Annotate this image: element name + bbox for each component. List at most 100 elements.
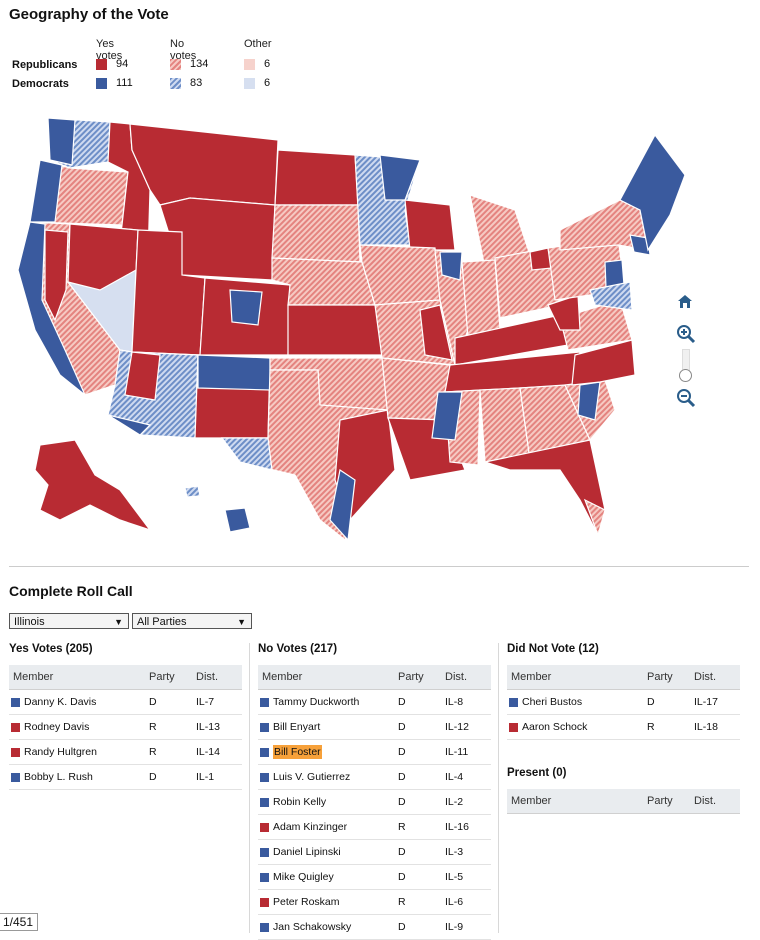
district-tx-houston[interactable]	[329, 469, 356, 542]
legend-dem-yes-count: 111	[116, 77, 133, 89]
district-ny-city[interactable]	[629, 234, 651, 256]
district-nv-north[interactable]	[67, 223, 139, 291]
table-row[interactable]: Rodney Davis R IL-13	[9, 715, 242, 740]
state-alaska[interactable]	[34, 439, 152, 532]
legend-dem-yes-swatch	[96, 78, 107, 89]
state-wisconsin[interactable]	[404, 199, 456, 251]
table-row[interactable]: Jan Schakowsky D IL-9	[258, 915, 491, 940]
col-dist: Dist.	[694, 795, 716, 807]
member-name[interactable]: Bobby L. Rush	[24, 771, 93, 783]
table-row[interactable]: Luis V. Gutierrez D IL-4	[258, 765, 491, 790]
state-new-england[interactable]	[619, 133, 686, 252]
member-district: IL-17	[694, 696, 718, 708]
rollcall-title: Complete Roll Call	[9, 583, 133, 599]
district-wa-west[interactable]	[47, 117, 76, 166]
district-co-denver[interactable]	[229, 289, 263, 326]
legend-other-header: Other	[244, 38, 272, 50]
member-name[interactable]: Mike Quigley	[273, 871, 334, 883]
district-mn-north[interactable]	[379, 154, 421, 201]
zoom-in-button[interactable]	[676, 324, 696, 349]
col-party: Party	[149, 671, 175, 683]
member-name[interactable]: Rodney Davis	[24, 721, 90, 733]
table-row[interactable]: Adam Kinzinger R IL-16	[258, 815, 491, 840]
member-district: IL-14	[196, 746, 220, 758]
member-name[interactable]: Aaron Schock	[522, 721, 588, 733]
member-name[interactable]: Adam Kinzinger	[273, 821, 348, 833]
district-mo-east[interactable]	[419, 304, 453, 361]
member-name[interactable]: Cheri Bustos	[522, 696, 583, 708]
member-name[interactable]: Bill Foster	[273, 745, 322, 759]
member-name[interactable]: Luis V. Gutierrez	[273, 771, 351, 783]
table-row[interactable]: Bill Enyart D IL-12	[258, 715, 491, 740]
state-montana[interactable]	[129, 123, 279, 206]
party-swatch	[260, 848, 269, 857]
member-name[interactable]: Peter Roskam	[273, 896, 340, 908]
table-row[interactable]: Daniel Lipinski D IL-3	[258, 840, 491, 865]
section-divider	[9, 566, 749, 567]
legend-dem-no-count: 83	[190, 77, 203, 89]
table-row[interactable]: Danny K. Davis D IL-7	[9, 690, 242, 715]
state-south-dakota[interactable]	[271, 204, 361, 263]
district-az-south[interactable]	[107, 414, 152, 436]
table-row[interactable]: Bill Foster D IL-11	[258, 740, 491, 765]
district-il-chicago[interactable]	[439, 251, 463, 281]
legend-republicans-label: Republicans	[12, 59, 78, 71]
table-row[interactable]: Bobby L. Rush D IL-1	[9, 765, 242, 790]
district-ms-delta[interactable]	[431, 391, 463, 441]
district-az-north[interactable]	[124, 351, 161, 401]
table-row[interactable]: Randy Hultgren R IL-14	[9, 740, 242, 765]
table-row[interactable]: Peter Roskam R IL-6	[258, 890, 491, 915]
state-hawaii-east[interactable]	[224, 507, 251, 533]
state-north-dakota[interactable]	[274, 149, 359, 206]
member-party: D	[398, 921, 406, 933]
party-swatch	[260, 698, 269, 707]
member-name[interactable]: Randy Hultgren	[24, 746, 97, 758]
state-north-carolina[interactable]	[571, 339, 636, 386]
dnv-table-header: Member Party Dist.	[507, 665, 740, 690]
table-row[interactable]: Cheri Bustos D IL-17	[507, 690, 740, 715]
district-or-west[interactable]	[29, 159, 63, 223]
map-home-button[interactable]	[676, 293, 694, 314]
member-district: IL-7	[196, 696, 215, 708]
member-party: R	[398, 821, 406, 833]
yes-votes-panel: Yes Votes (205) Member Party Dist. Danny…	[9, 643, 242, 790]
district-ca-coast[interactable]	[17, 221, 86, 396]
zoom-out-button[interactable]	[676, 388, 696, 413]
us-district-map[interactable]	[0, 110, 720, 550]
party-select[interactable]: All Parties ▼	[132, 613, 252, 629]
table-row[interactable]: Tammy Duckworth D IL-8	[258, 690, 491, 715]
legend-rep-other-count: 6	[264, 58, 271, 70]
member-name[interactable]: Daniel Lipinski	[273, 846, 341, 858]
member-name[interactable]: Jan Schakowsky	[273, 921, 352, 933]
member-name[interactable]: Tammy Duckworth	[273, 696, 360, 708]
district-ca-central[interactable]	[44, 229, 69, 322]
member-district: IL-6	[445, 896, 464, 908]
state-iowa[interactable]	[359, 244, 441, 306]
col-party: Party	[647, 671, 673, 683]
party-swatch	[260, 773, 269, 782]
member-name[interactable]: Robin Kelly	[273, 796, 327, 808]
state-indiana[interactable]	[461, 259, 501, 339]
legend-dem-no-swatch	[170, 78, 181, 89]
table-row[interactable]: Aaron Schock R IL-18	[507, 715, 740, 740]
district-tx-west[interactable]	[220, 437, 273, 471]
col-member: Member	[262, 671, 303, 683]
member-name[interactable]: Danny K. Davis	[24, 696, 97, 708]
state-florida[interactable]	[482, 439, 606, 537]
column-divider	[498, 643, 499, 933]
table-row[interactable]: Robin Kelly D IL-2	[258, 790, 491, 815]
table-row[interactable]: Mike Quigley D IL-5	[258, 865, 491, 890]
district-nm-north[interactable]	[197, 354, 271, 391]
state-select[interactable]: Illinois ▼	[9, 613, 129, 629]
state-hawaii-west[interactable]	[184, 485, 201, 498]
zoom-slider-handle[interactable]	[679, 369, 692, 382]
member-district: IL-8	[445, 696, 464, 708]
member-name[interactable]: Bill Enyart	[273, 721, 321, 733]
district-fl-south[interactable]	[583, 498, 606, 537]
state-kansas[interactable]	[287, 304, 383, 356]
state-maryland[interactable]	[589, 281, 633, 311]
member-district: IL-18	[694, 721, 718, 733]
legend-rep-yes-swatch	[96, 59, 107, 70]
legend-rep-other-swatch	[244, 59, 255, 70]
member-district: IL-16	[445, 821, 469, 833]
